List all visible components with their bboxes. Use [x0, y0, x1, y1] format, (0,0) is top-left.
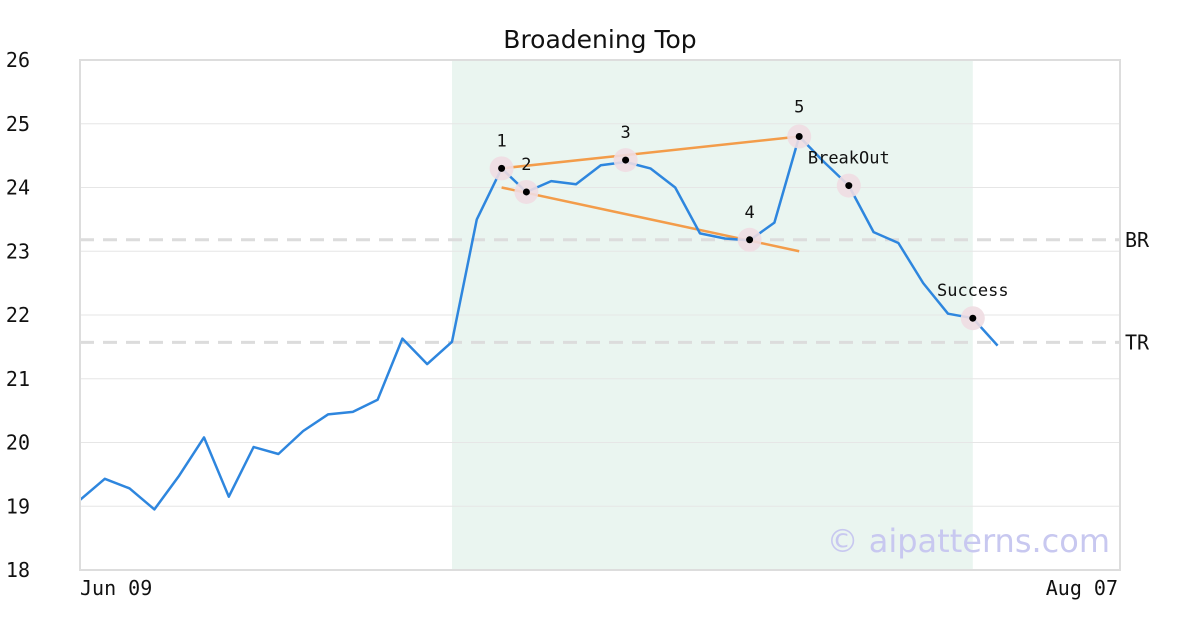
level-label-tr: TR — [1125, 330, 1150, 354]
level-label-br: BR — [1125, 228, 1150, 252]
y-tick-label: 25 — [6, 112, 30, 136]
y-tick-label: 18 — [6, 558, 30, 582]
point-marker — [969, 314, 977, 322]
x-tick-label: Aug 07 — [1046, 576, 1118, 600]
point-marker — [522, 188, 530, 196]
y-tick-label: 26 — [6, 48, 30, 72]
point-label: 4 — [744, 203, 754, 223]
plot-frame — [79, 59, 1121, 571]
pattern-points: 12 3 4 5 BreakOut Success — [489, 98, 1009, 331]
point-marker — [746, 236, 754, 244]
y-tick-label: 19 — [6, 494, 30, 518]
point-marker — [845, 182, 853, 190]
point-label: 5 — [794, 98, 804, 118]
point-marker — [795, 133, 803, 140]
point-label: 1 — [496, 131, 506, 151]
point-label: 3 — [620, 123, 630, 143]
y-tick-label: 20 — [6, 431, 30, 455]
x-tick-label: Jun 09 — [80, 576, 152, 600]
y-tick-label: 22 — [6, 303, 30, 327]
y-tick-label: 24 — [6, 176, 30, 200]
y-tick-label: 23 — [6, 239, 30, 263]
point-label: Success — [937, 281, 1009, 301]
point-marker — [622, 156, 630, 164]
point-label: BreakOut — [808, 149, 890, 169]
point-marker — [498, 164, 506, 172]
gridlines — [80, 123, 1120, 507]
y-tick-label: 21 — [6, 367, 30, 391]
level-lines: BR TR — [80, 228, 1150, 354]
watermark: © aipatterns.com — [827, 522, 1110, 560]
point-label: 2 — [521, 155, 531, 175]
trendline — [501, 135, 800, 170]
chart-title: Broadening Top — [503, 25, 696, 54]
